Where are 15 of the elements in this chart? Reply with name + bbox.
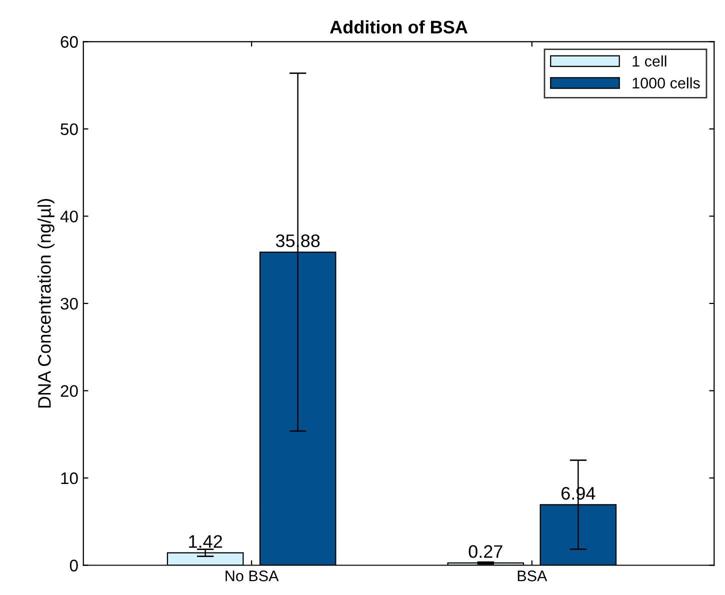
legend-label: 1000 cells — [632, 77, 700, 89]
y-tick-label: 10 — [61, 472, 78, 484]
data-label: 0.27 — [468, 545, 502, 558]
legend-label: 1 cell — [632, 55, 666, 67]
y-tick-label: 30 — [60, 298, 78, 310]
y-tick-label: 40 — [60, 210, 78, 222]
y-tick-label: 60 — [60, 36, 78, 48]
y-axis-title: DNA Concentration (ng/µl) — [38, 199, 54, 408]
data-label: 1.42 — [189, 535, 222, 548]
x-tick-label: No BSA — [226, 570, 279, 582]
y-tick-label: 50 — [60, 123, 78, 136]
x-tick-label: BSA — [518, 570, 548, 582]
y-tick-label: 20 — [60, 385, 78, 397]
y-tick-label: 0 — [70, 560, 78, 572]
chart-title: Addition of BSA — [330, 20, 468, 34]
